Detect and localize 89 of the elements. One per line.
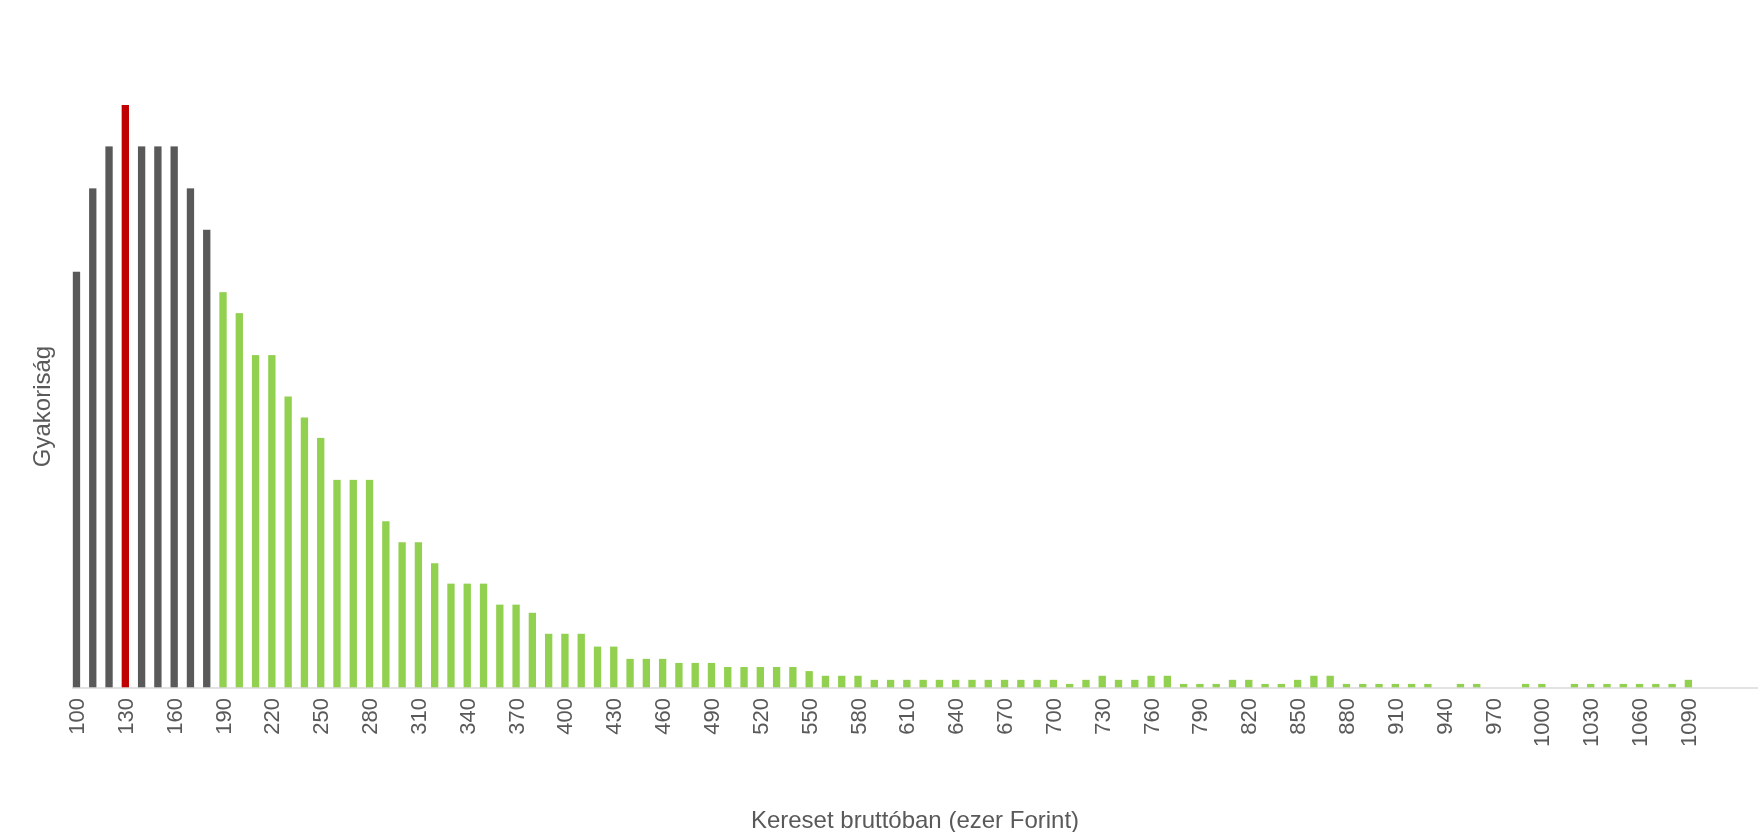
x-tick-label: 130 (112, 698, 138, 735)
x-tick-label: 160 (161, 698, 187, 735)
bar (675, 662, 683, 688)
bar (968, 679, 976, 688)
bar (496, 604, 504, 688)
x-tick-label: 850 (1285, 698, 1311, 735)
x-tick-label: 670 (992, 698, 1018, 735)
bar (170, 146, 178, 688)
bar (414, 542, 423, 688)
bar (577, 633, 585, 688)
x-tick-label: 790 (1187, 698, 1213, 735)
x-tick-label: 760 (1138, 698, 1164, 735)
bar (105, 146, 113, 688)
x-tick-label: 1090 (1675, 698, 1701, 747)
bar (593, 646, 602, 688)
bar (707, 662, 716, 688)
bar (431, 563, 439, 688)
x-tick-label: 430 (601, 698, 627, 735)
bar (1082, 679, 1090, 688)
x-tick-label: 610 (894, 698, 920, 735)
x-tick-label: 940 (1431, 698, 1457, 735)
x-tick-label: 460 (650, 698, 676, 735)
x-tick-label: 400 (552, 698, 578, 735)
bar (154, 146, 162, 688)
bar (626, 658, 634, 688)
bar (300, 417, 309, 688)
bar (658, 658, 667, 688)
x-tick-label: 190 (210, 698, 236, 735)
bar (235, 313, 243, 688)
x-tick-label: 220 (259, 698, 285, 735)
bar (691, 662, 699, 688)
bar (186, 188, 195, 688)
x-tick-label: 520 (747, 698, 773, 735)
x-tick-label: 730 (1089, 698, 1115, 735)
x-tick-label: 280 (357, 698, 383, 735)
x-tick-label: 550 (796, 698, 822, 735)
bar (203, 229, 211, 688)
bar (772, 667, 781, 688)
x-tick-label: 250 (308, 698, 334, 735)
bar (447, 583, 455, 688)
bar (642, 658, 651, 688)
bar (1147, 675, 1155, 688)
x-tick-label: 580 (845, 698, 871, 735)
bar (251, 355, 260, 688)
x-tick-label: 700 (1040, 698, 1066, 735)
bar (479, 583, 488, 688)
bar (919, 679, 927, 688)
bar (903, 679, 911, 688)
bar (333, 479, 341, 688)
bar (382, 521, 390, 688)
bar (610, 646, 618, 688)
bar (137, 146, 146, 688)
bar (805, 671, 813, 688)
bar (365, 479, 374, 688)
bar (89, 188, 97, 688)
bar (349, 479, 357, 688)
x-tick-label: 340 (454, 698, 480, 735)
x-tick-label: 880 (1333, 698, 1359, 735)
y-axis-title: Gyakoriság (28, 345, 55, 468)
bar (528, 612, 537, 688)
x-tick-label: 1060 (1627, 698, 1653, 747)
x-tick-label: 910 (1382, 698, 1408, 735)
bar (756, 667, 764, 688)
bar (72, 271, 81, 688)
bar (398, 542, 406, 688)
bar (561, 633, 569, 688)
x-tick-label: 1030 (1578, 698, 1604, 747)
bar (219, 292, 227, 688)
x-tick-label: 100 (63, 698, 89, 735)
bar (724, 667, 732, 688)
x-tick-label: 820 (1236, 698, 1262, 735)
bar (544, 633, 553, 688)
bar (121, 105, 129, 688)
bar (463, 583, 471, 688)
bar (1033, 679, 1041, 688)
bar (1310, 675, 1318, 688)
x-tick-label: 370 (503, 698, 529, 735)
bar (789, 667, 797, 688)
bar (284, 396, 292, 688)
bar (512, 604, 520, 688)
bar (268, 355, 276, 688)
x-tick-label: 490 (698, 698, 724, 735)
x-tick-label: 1000 (1529, 698, 1555, 747)
x-tick-label: 640 (943, 698, 969, 735)
bar (740, 667, 748, 688)
bar (317, 437, 325, 688)
bar (854, 675, 862, 688)
x-tick-label: 310 (405, 698, 431, 735)
x-tick-label: 970 (1480, 698, 1506, 735)
